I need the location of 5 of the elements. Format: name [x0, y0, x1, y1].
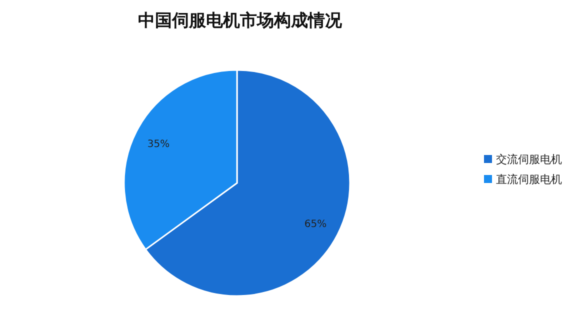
- data-label: 65%: [304, 219, 327, 230]
- chart-title: 中国伺服电机市场构成情况: [138, 11, 343, 31]
- data-label: 35%: [147, 138, 170, 150]
- legend-label: 直流伺服电机: [496, 173, 562, 186]
- legend-label: 交流伺服电机: [496, 153, 562, 166]
